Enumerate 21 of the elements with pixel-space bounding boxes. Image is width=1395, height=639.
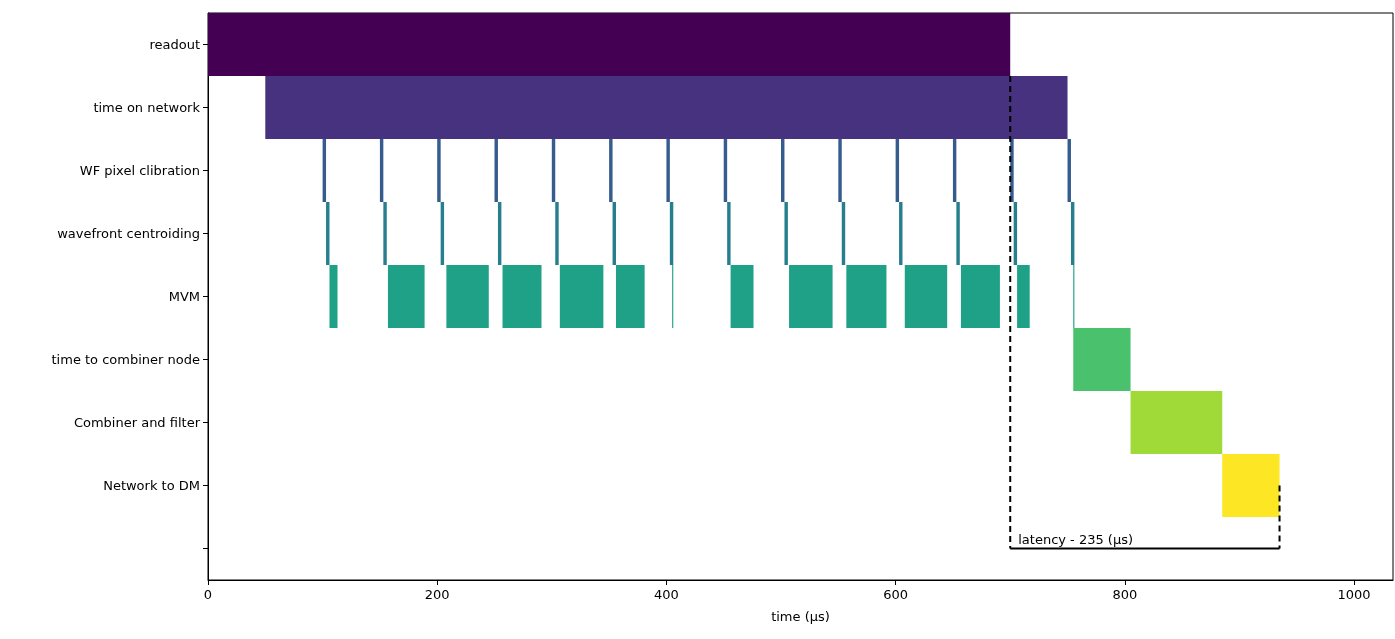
y-tick-label: readout [149, 37, 200, 52]
y-tick-label: Network to DM [103, 478, 200, 493]
bar [265, 76, 1068, 139]
x-tick-label: 1000 [1337, 587, 1371, 602]
x-axis-title: time (μs) [771, 609, 830, 624]
y-tick-label: MVM [168, 289, 200, 304]
x-tick-label: 400 [654, 587, 679, 602]
y-tick-label: WF pixel clibration [79, 163, 200, 178]
bar [208, 13, 1011, 76]
x-tick-label: 200 [424, 587, 450, 602]
ref-line-label: latency - 235 (μs) [1018, 531, 1134, 547]
y-tick-label: wavefront centroiding [57, 226, 200, 241]
y-tick-label: Combiner and filter [73, 415, 201, 430]
bar [1222, 454, 1280, 517]
x-tick-label: 600 [883, 587, 909, 602]
y-tick-label: time to combiner node [51, 352, 200, 367]
x-tick-label: 0 [203, 587, 213, 602]
bar [1130, 391, 1223, 454]
y-tick-label: time on network [93, 100, 201, 115]
x-tick-label: 800 [1112, 587, 1138, 602]
bar [1073, 328, 1131, 391]
